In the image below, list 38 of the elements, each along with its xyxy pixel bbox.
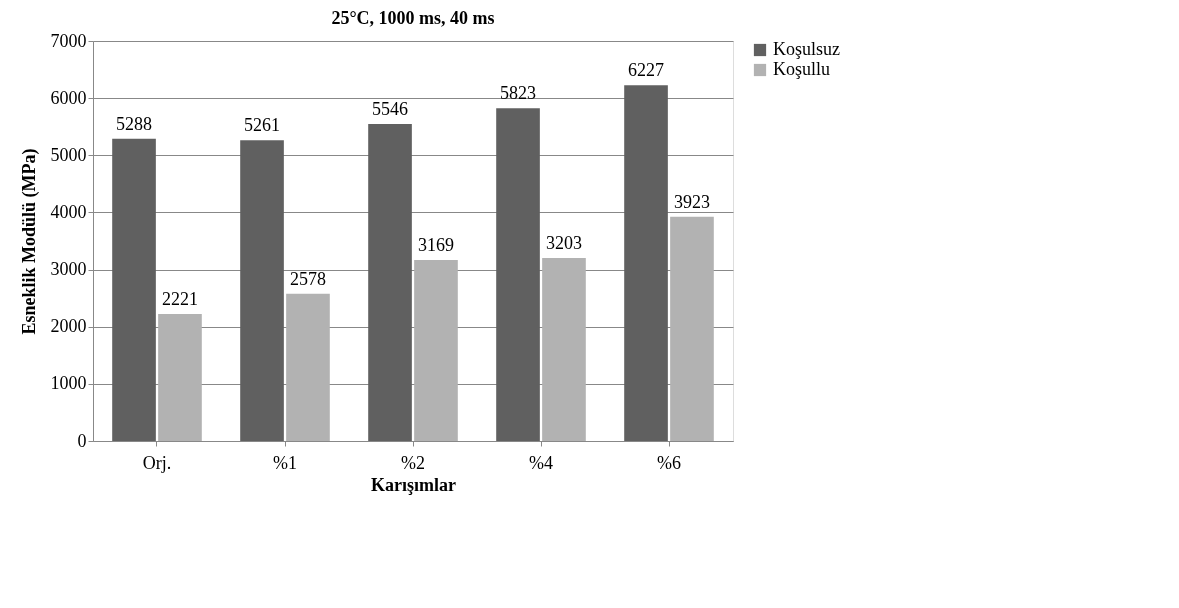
data-label: 3923 bbox=[673, 191, 710, 212]
y-tick-label: 5000 bbox=[50, 144, 87, 165]
data-label: 5261 bbox=[244, 115, 281, 136]
bar bbox=[240, 140, 284, 441]
bar bbox=[368, 124, 412, 441]
y-tick-label: 0 bbox=[77, 430, 87, 451]
y-tick-label: 4000 bbox=[50, 201, 87, 222]
data-label: 2578 bbox=[289, 268, 326, 289]
x-tick-label: %4 bbox=[529, 452, 553, 473]
bar bbox=[542, 257, 586, 441]
data-label: 3203 bbox=[545, 232, 582, 253]
bar bbox=[414, 259, 458, 441]
data-label: 5288 bbox=[116, 113, 153, 134]
legend-label: Koşulsuz bbox=[773, 39, 841, 59]
data-label: 3169 bbox=[417, 234, 454, 255]
bar bbox=[624, 85, 668, 441]
y-tick-label: 3000 bbox=[50, 259, 87, 280]
y-tick-label: 6000 bbox=[50, 87, 87, 108]
data-label: 2221 bbox=[161, 289, 198, 310]
legend-label: Koşullu bbox=[773, 59, 831, 79]
bar bbox=[112, 138, 156, 441]
data-label: 6227 bbox=[628, 60, 665, 81]
y-tick-label: 1000 bbox=[50, 373, 87, 394]
y-tick-label: 2000 bbox=[50, 316, 87, 337]
y-tick-label: 7000 bbox=[50, 30, 87, 51]
bar bbox=[158, 314, 202, 441]
bar bbox=[670, 216, 714, 441]
data-label: 5823 bbox=[500, 83, 537, 104]
data-label: 5546 bbox=[372, 99, 409, 120]
chart-title: 25°C, 1000 ms, 40 ms bbox=[331, 8, 495, 28]
x-tick-label: %2 bbox=[401, 452, 425, 473]
bar bbox=[286, 293, 330, 441]
bar bbox=[496, 108, 540, 441]
x-axis-title: Karışımlar bbox=[371, 474, 456, 495]
y-axis-title: Esneklik Modülü (MPa) bbox=[18, 148, 40, 335]
x-tick-label: %6 bbox=[657, 452, 681, 473]
x-tick-label: Orj. bbox=[142, 452, 172, 473]
x-tick-label: %1 bbox=[273, 452, 297, 473]
